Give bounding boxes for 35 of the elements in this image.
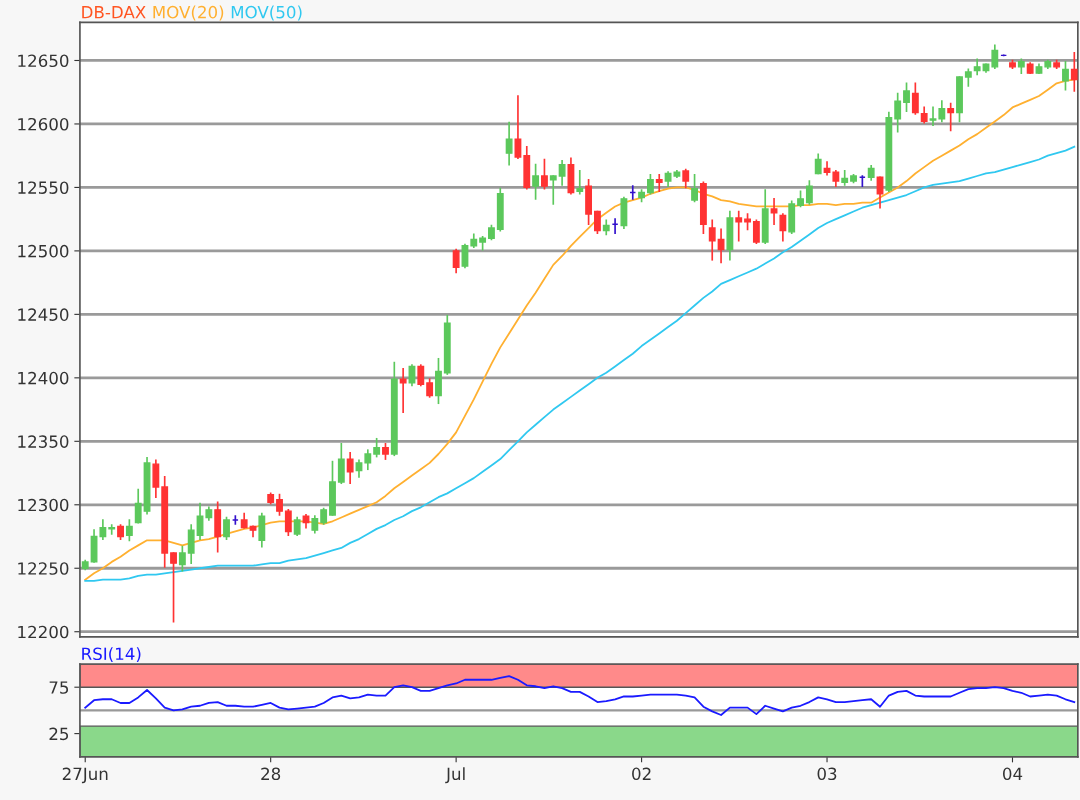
x-tick-label: Jul xyxy=(445,767,465,784)
y-tick-label: 25 xyxy=(49,727,69,741)
y-tick-label: 12350 xyxy=(18,435,69,448)
series-label: RSI(14) xyxy=(82,647,141,663)
chart-title: DB-DAX xyxy=(82,6,146,19)
candlestick xyxy=(329,460,336,516)
line-series xyxy=(84,675,1076,716)
candlestick xyxy=(284,509,292,537)
y-tick-label: 12250 xyxy=(18,562,69,575)
candlestick xyxy=(752,219,760,245)
y-tick-label: 12300 xyxy=(18,498,69,512)
candlestick xyxy=(691,173,699,203)
y-tick-label: 12400 xyxy=(18,371,69,385)
candlestick xyxy=(541,158,548,190)
candlestick xyxy=(178,545,186,572)
y-tick-label: 12450 xyxy=(18,308,69,321)
x-tick-label: 04 xyxy=(1002,767,1023,781)
candlestick xyxy=(903,82,910,113)
candlestick xyxy=(108,524,116,535)
x-tick-label: 28 xyxy=(261,767,281,781)
text: MOV(50) xyxy=(231,5,302,21)
y-tick-label: 12500 xyxy=(18,244,69,258)
candlestick xyxy=(170,552,177,623)
x-tick-label: 27Jun xyxy=(62,767,108,784)
candlestick xyxy=(276,493,283,516)
x-tick-label: 03 xyxy=(817,767,837,781)
y-tick-label: 12650 xyxy=(18,54,69,68)
candlestick xyxy=(585,178,593,226)
text: MOV(20) xyxy=(153,5,224,21)
y-tick-label: 75 xyxy=(49,681,69,694)
x-tick-label: 02 xyxy=(632,767,651,781)
candlestick xyxy=(532,163,540,200)
y-tick-label: 12550 xyxy=(18,181,69,194)
y-tick-label: 12200 xyxy=(18,625,69,639)
y-tick-label: 12600 xyxy=(18,117,69,131)
